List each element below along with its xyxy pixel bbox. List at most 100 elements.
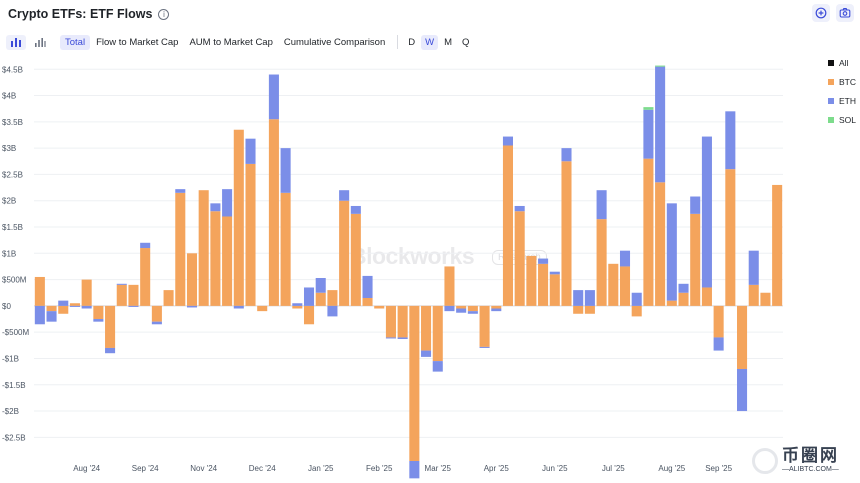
bar-btc[interactable] [432,305,443,362]
bar-btc[interactable] [608,263,619,306]
bar-btc[interactable] [257,305,268,312]
bar-btc[interactable] [491,305,502,309]
bar-eth[interactable] [573,290,584,306]
bar-eth[interactable] [619,250,631,267]
bar-eth[interactable] [350,205,361,214]
period-quarterly[interactable]: Q [462,36,470,48]
bar-btc[interactable] [444,266,455,306]
bar-btc[interactable] [760,292,771,306]
bar-sol[interactable] [643,107,654,110]
bar-btc[interactable] [421,305,432,351]
bar-eth[interactable] [140,242,151,249]
bar-btc[interactable] [268,119,279,306]
legend-item-all[interactable]: All [828,58,856,68]
mode-cumulative-comparison[interactable]: Cumulative Comparison [283,36,386,48]
bar-eth[interactable] [222,189,233,217]
bar-eth[interactable] [643,109,654,159]
bar-eth[interactable] [631,292,642,306]
bar-eth[interactable] [46,311,57,322]
bar-btc[interactable] [210,211,221,306]
bar-eth[interactable] [701,136,712,288]
bar-btc[interactable] [643,158,654,306]
bar-btc[interactable] [467,305,478,312]
bar-btc[interactable] [46,305,57,312]
bar-eth[interactable] [421,350,432,357]
bar-eth[interactable] [432,361,443,372]
period-weekly[interactable]: W [421,34,439,50]
bar-btc[interactable] [690,213,701,306]
bar-btc[interactable] [409,305,420,461]
bar-btc[interactable] [655,182,666,306]
bar-btc[interactable] [69,303,80,306]
mode-total[interactable]: Total [60,34,91,50]
bar-btc[interactable] [350,213,361,306]
bar-eth[interactable] [81,305,92,309]
bar-btc[interactable] [198,190,209,306]
column-chart-button[interactable] [30,35,50,50]
bar-eth[interactable] [93,319,104,322]
bar-eth[interactable] [514,205,525,212]
bar-btc[interactable] [374,305,385,309]
bar-btc[interactable] [514,211,525,306]
bar-eth[interactable] [245,138,256,164]
bar-eth[interactable] [186,305,198,308]
bar-eth[interactable] [444,305,455,312]
bar-eth[interactable] [268,74,279,120]
bar-btc[interactable] [58,305,69,314]
bar-eth[interactable] [678,283,689,293]
bar-btc[interactable] [140,248,151,306]
bar-sol[interactable] [655,65,666,67]
bar-btc[interactable] [233,129,244,306]
bar-eth[interactable] [385,337,396,339]
bar-eth[interactable] [502,136,513,146]
bar-btc[interactable] [116,284,127,306]
bar-btc[interactable] [280,192,291,306]
bar-eth[interactable] [280,148,291,193]
bar-eth[interactable] [34,305,45,325]
bar-eth[interactable] [128,305,139,307]
legend-item-btc[interactable]: BTC [828,77,856,87]
bar-btc[interactable] [631,305,642,317]
add-button[interactable] [812,4,830,22]
bar-eth[interactable] [58,300,69,306]
screenshot-button[interactable] [836,4,854,22]
bar-eth[interactable] [690,196,701,214]
bar-eth[interactable] [292,303,303,306]
bar-btc[interactable] [456,305,467,309]
bar-btc[interactable] [81,279,92,306]
bar-btc[interactable] [362,297,373,306]
bar-btc[interactable] [573,305,584,314]
bar-eth[interactable] [479,346,490,348]
bar-btc[interactable] [222,216,233,306]
bar-btc[interactable] [737,305,748,369]
bar-eth[interactable] [467,311,478,314]
period-daily[interactable]: D [408,36,416,48]
bar-btc[interactable] [678,292,689,306]
legend-item-sol[interactable]: SOL [828,115,856,125]
bar-btc[interactable] [596,219,607,306]
bar-btc[interactable] [128,284,139,306]
bar-eth[interactable] [151,321,162,325]
bar-eth[interactable] [596,190,607,220]
bar-eth[interactable] [327,305,338,317]
bar-eth[interactable] [409,461,420,479]
bar-btc[interactable] [549,274,560,306]
bar-btc[interactable] [245,163,256,306]
bar-btc[interactable] [339,200,350,306]
bar-btc[interactable] [502,145,513,306]
bar-eth[interactable] [491,308,502,312]
bar-btc[interactable] [175,192,186,306]
bar-eth[interactable] [549,271,560,275]
mode-aum-to-market-cap[interactable]: AUM to Market Cap [189,36,273,48]
bar-eth[interactable] [362,275,373,298]
bar-eth[interactable] [655,66,666,183]
bar-eth[interactable] [116,283,127,285]
bar-btc[interactable] [327,290,338,306]
bar-eth[interactable] [105,347,116,354]
info-icon[interactable]: i [158,8,170,20]
bar-btc[interactable] [34,276,45,306]
bar-btc[interactable] [315,292,326,306]
period-monthly[interactable]: M [444,36,453,48]
bar-eth[interactable] [315,278,326,293]
bar-btc[interactable] [397,305,408,338]
